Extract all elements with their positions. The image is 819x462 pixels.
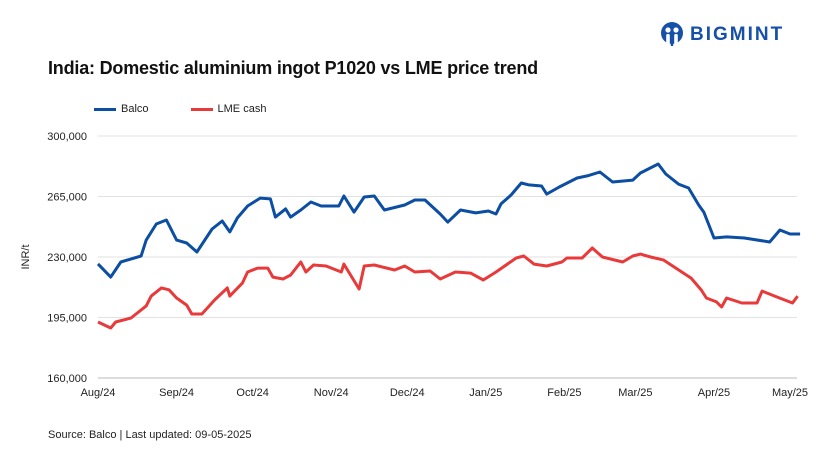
legend-label: Balco [121,103,149,115]
legend-item-balco: Balco [94,103,149,115]
x-tick-label: Oct/24 [236,387,268,399]
x-tick-label: Aug/24 [81,387,116,399]
x-tick-label: Dec/24 [390,387,425,399]
bigmint-logo-icon [661,22,683,46]
legend: Balco LME cash [94,103,266,115]
x-tick-label: May/25 [772,387,808,399]
x-tick-label: Apr/25 [698,387,730,399]
y-tick-label: 300,000 [47,131,87,143]
series-line-lme-cash [97,246,799,330]
y-axis-label: INR/t [20,244,32,269]
legend-swatch [94,107,116,111]
y-tick-label: 265,000 [47,192,87,204]
bigmint-logo: BIGMINT [660,22,784,48]
chart-title: India: Domestic aluminium ingot P1020 vs… [48,58,538,78]
x-tick-label: Sep/24 [159,387,194,399]
source-note: Source: Balco | Last updated: 09-05-2025 [48,429,252,441]
y-tick-label: 230,000 [47,252,87,264]
x-tick-label: Nov/24 [314,387,349,399]
legend-item-lme-cash: LME cash [190,103,267,115]
legend-label: LME cash [217,103,267,115]
y-tick-label: 160,000 [47,373,87,385]
brand-name: BIGMINT [690,24,785,45]
y-tick-label: 195,000 [47,313,87,325]
series-line-balco [96,162,801,279]
x-tick-label: Jan/25 [469,387,502,399]
x-tick-label: Mar/25 [618,387,652,399]
legend-swatch [190,107,213,111]
x-tick-label: Feb/25 [547,387,581,399]
